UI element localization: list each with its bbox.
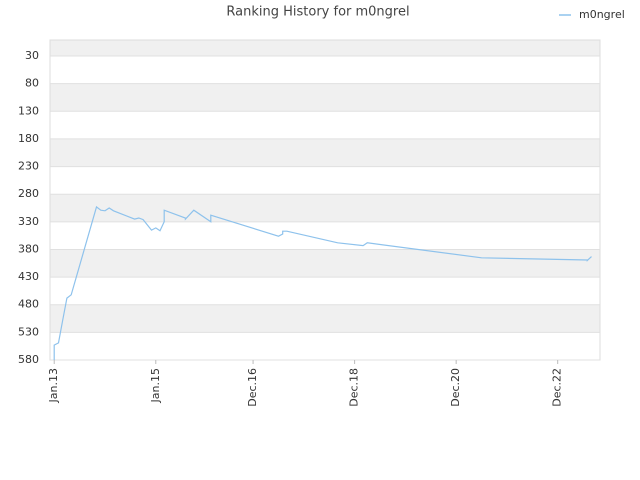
x-tick-label: Dec.16 [246,368,259,407]
band [50,249,600,278]
chart-title: Ranking History for m0ngrel [226,5,409,20]
x-tick-label: Jan.13 [47,368,60,403]
band [50,194,600,222]
band [50,138,600,167]
y-tick-label: 180 [18,132,39,145]
band [50,40,600,57]
y-tick-label: 280 [18,187,39,200]
x-tick-label: Dec.22 [551,368,564,407]
y-tick-label: 330 [18,215,39,228]
y-tick-label: 30 [25,49,39,62]
band [50,83,600,112]
y-tick-label: 480 [18,298,39,311]
y-tick-label: 130 [18,104,39,117]
y-tick-label: 580 [18,353,39,366]
band [50,304,600,333]
y-tick-label: 80 [25,77,39,90]
y-tick-label: 230 [18,160,39,173]
y-tick-label: 530 [18,325,39,338]
y-tick-label: 380 [18,242,39,255]
y-tick-label: 430 [18,270,39,283]
x-tick-label: Dec.20 [449,368,462,407]
line [53,205,592,360]
legend-label: m0ngrel [579,8,625,21]
x-tick-label: Dec.18 [348,368,361,407]
x-tick-label: Jan.15 [149,368,162,403]
